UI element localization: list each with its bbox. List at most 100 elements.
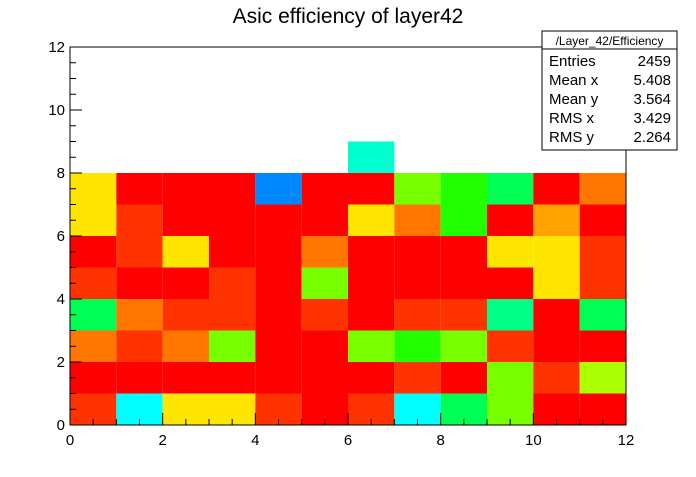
- heatmap-cell: [348, 141, 395, 173]
- x-tick-label: 8: [436, 432, 444, 449]
- x-tick-label: 4: [251, 432, 259, 449]
- heatmap-cell: [394, 362, 441, 394]
- heatmap-cell: [394, 330, 441, 362]
- x-tick-label: 6: [344, 432, 352, 449]
- heatmap-cell: [255, 204, 302, 236]
- heatmap-cell: [394, 299, 441, 331]
- heatmap-cells: [70, 141, 626, 425]
- axes: 0 2 4 6 8 10 12 0 2 4 6 8 10 12: [48, 39, 634, 449]
- stats-entry-label: RMS y: [549, 129, 595, 146]
- y-tick-label: 10: [48, 102, 65, 119]
- heatmap-cell: [70, 267, 117, 299]
- heatmap-cell: [533, 330, 580, 362]
- stats-entry-value: 5.408: [633, 72, 671, 89]
- heatmap-cell: [162, 330, 209, 362]
- heatmap-cell: [579, 299, 626, 331]
- heatmap-cell: [301, 204, 348, 236]
- stats-box-title: /Layer_42/Efficiency: [556, 34, 664, 48]
- heatmap-cell: [116, 236, 163, 268]
- x-tick-label: 12: [618, 432, 635, 449]
- heatmap-cell: [209, 299, 256, 331]
- heatmap-cell: [487, 173, 534, 205]
- heatmap-cell: [162, 267, 209, 299]
- heatmap-cell: [209, 204, 256, 236]
- heatmap-cell: [579, 173, 626, 205]
- heatmap-cell: [116, 362, 163, 394]
- stats-entry-label: Mean y: [549, 91, 599, 108]
- stats-entry-label: Entries: [549, 53, 596, 70]
- heatmap-cell: [301, 173, 348, 205]
- y-tick-label: 4: [57, 291, 65, 308]
- heatmap-cell: [348, 236, 395, 268]
- heatmap-cell: [533, 299, 580, 331]
- heatmap-cell: [301, 267, 348, 299]
- heatmap-cell: [579, 362, 626, 394]
- heatmap-cell: [301, 362, 348, 394]
- heatmap-cell: [162, 362, 209, 394]
- heatmap-cell: [301, 330, 348, 362]
- heatmap-cell: [70, 362, 117, 394]
- heatmap-cell: [70, 236, 117, 268]
- heatmap-cell: [487, 362, 534, 394]
- heatmap-cell: [487, 299, 534, 331]
- x-tick-label: 2: [158, 432, 166, 449]
- heatmap-cell: [579, 236, 626, 268]
- heatmap-cell: [255, 267, 302, 299]
- heatmap-cell: [440, 173, 487, 205]
- heatmap-cell: [487, 204, 534, 236]
- chart-title: Asic efficiency of layer42: [233, 5, 464, 28]
- heatmap-cell: [440, 299, 487, 331]
- heatmap-cell: [348, 204, 395, 236]
- y-tick-label: 2: [57, 354, 65, 371]
- heatmap-cell: [394, 173, 441, 205]
- heatmap-cell: [116, 173, 163, 205]
- heatmap-cell: [70, 173, 117, 205]
- stats-entry-label: RMS x: [549, 110, 595, 127]
- heatmap-cell: [70, 330, 117, 362]
- heatmap-cell: [440, 330, 487, 362]
- heatmap-cell: [579, 204, 626, 236]
- stats-entry-value: 3.564: [633, 91, 671, 108]
- heatmap-cell: [301, 299, 348, 331]
- x-tick-label: 0: [66, 432, 74, 449]
- heatmap-cell: [348, 299, 395, 331]
- heatmap-cell: [394, 236, 441, 268]
- heatmap-cell: [533, 362, 580, 394]
- heatmap-cell: [116, 330, 163, 362]
- heatmap-cell: [209, 267, 256, 299]
- heatmap-cell: [209, 173, 256, 205]
- y-tick-label: 6: [57, 228, 65, 245]
- stats-entry-value: 2459: [638, 53, 671, 70]
- heatmap-cell: [162, 173, 209, 205]
- heatmap-cell: [255, 236, 302, 268]
- heatmap-cell: [533, 173, 580, 205]
- heatmap-cell: [301, 236, 348, 268]
- y-tick-label: 8: [57, 165, 65, 182]
- heatmap-cell: [440, 362, 487, 394]
- heatmap-cell: [348, 330, 395, 362]
- heatmap-cell: [348, 362, 395, 394]
- heatmap-cell: [209, 236, 256, 268]
- stats-entry-value: 3.429: [633, 110, 671, 127]
- heatmap-cell: [579, 330, 626, 362]
- y-tick-label: 12: [48, 39, 65, 56]
- heatmap-cell: [533, 267, 580, 299]
- heatmap-cell: [209, 362, 256, 394]
- heatmap-cell: [70, 299, 117, 331]
- heatmap-cell: [533, 236, 580, 268]
- heatmap-cell: [70, 204, 117, 236]
- heatmap-cell: [162, 299, 209, 331]
- heatmap-cell: [348, 267, 395, 299]
- heatmap-cell: [487, 330, 534, 362]
- heatmap-cell: [440, 267, 487, 299]
- heatmap-cell: [255, 362, 302, 394]
- heatmap-cell: [440, 204, 487, 236]
- heatmap-cell: [162, 204, 209, 236]
- stats-entry-label: Mean x: [549, 72, 599, 89]
- heatmap-cell: [487, 236, 534, 268]
- heatmap-cell: [348, 173, 395, 205]
- heatmap-cell: [116, 204, 163, 236]
- stats-box: /Layer_42/Efficiency Entries 2459 Mean x 5.4…: [541, 30, 678, 151]
